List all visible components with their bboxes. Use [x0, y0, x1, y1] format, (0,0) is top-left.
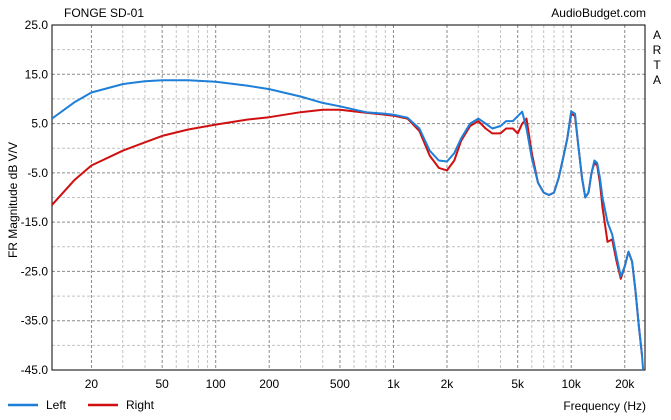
y-tick-label: -15.0 — [21, 215, 49, 229]
y-axis-label: FR Magnitude dB V/V — [6, 142, 20, 258]
x-tick-label: 20k — [615, 377, 635, 391]
x-tick-label: 1k — [387, 377, 401, 391]
x-tick-label: 10k — [562, 377, 582, 391]
chart-title: FONGE SD-01 — [64, 6, 144, 20]
x-tick-label: 50 — [155, 377, 169, 391]
x-tick-label: 500 — [330, 377, 350, 391]
legend: Left Right — [8, 398, 155, 412]
x-tick-label: 100 — [206, 377, 226, 391]
y-tick-label: -5.0 — [27, 166, 48, 180]
y-tick-label: 25.0 — [25, 18, 49, 32]
y-tick-labels: 25.0 15.0 5.0 -5.0 -15.0 -25.0 -35.0 -45.0 — [21, 18, 49, 377]
y-tick-label: -45.0 — [21, 363, 49, 377]
x-tick-label: 20 — [85, 377, 99, 391]
series-line-right — [52, 108, 643, 356]
y-tick-label: -35.0 — [21, 314, 49, 328]
grid — [52, 25, 645, 370]
series-layer — [52, 79, 645, 370]
x-axis-label: Frequency (Hz) — [563, 399, 646, 413]
x-tick-label: 5k — [511, 377, 525, 391]
legend-label-left: Left — [46, 398, 67, 412]
plot-frame — [51, 24, 646, 371]
x-tick-labels: 20 50 100 200 500 1k 2k 5k 10k 20k — [85, 377, 636, 391]
legend-label-right: Right — [126, 398, 155, 412]
source-label: AudioBudget.com — [551, 6, 646, 20]
series-line-left — [52, 79, 645, 370]
x-tick-label: 200 — [259, 377, 279, 391]
y-tick-label: 15.0 — [25, 67, 49, 81]
y-tick-label: -25.0 — [21, 264, 49, 278]
x-tick-label: 2k — [441, 377, 455, 391]
y-tick-label: 5.0 — [31, 117, 48, 131]
